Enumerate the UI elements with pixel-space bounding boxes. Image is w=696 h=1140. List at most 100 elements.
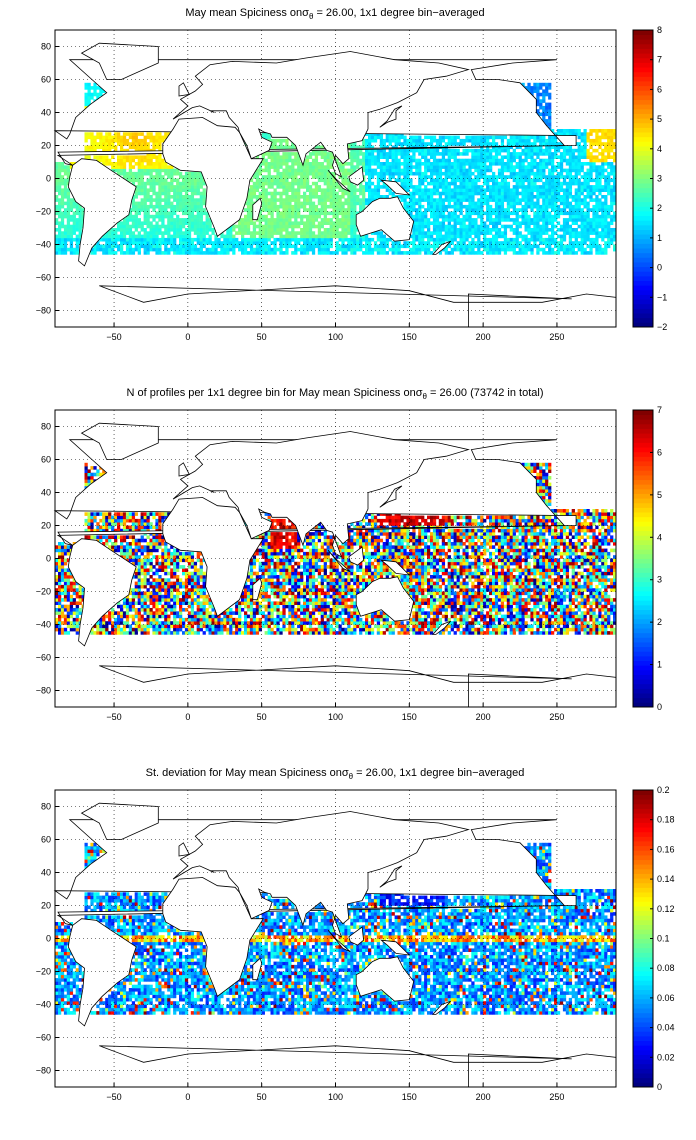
colorbar-tick-label: 5 bbox=[657, 490, 662, 500]
colorbar-step bbox=[633, 817, 653, 823]
colorbar-step bbox=[633, 178, 653, 184]
colorbar-step bbox=[633, 410, 653, 416]
colorbar-step bbox=[633, 1040, 653, 1046]
colorbar-step bbox=[633, 146, 653, 152]
colorbar-step bbox=[633, 998, 653, 1004]
colorbar-step bbox=[633, 586, 653, 592]
colorbar-step bbox=[633, 313, 653, 319]
colorbar-step bbox=[633, 62, 653, 68]
y-tick-label: 80 bbox=[41, 802, 51, 812]
colorbar-step bbox=[633, 882, 653, 888]
colorbar-tick-label: 8 bbox=[657, 25, 662, 35]
colorbar-step bbox=[633, 280, 653, 286]
colorbar-tick-label: 0.12 bbox=[657, 904, 675, 914]
x-tick-label: 250 bbox=[549, 712, 564, 722]
colorbar-tick-label: 0.14 bbox=[657, 874, 675, 884]
colorbar-step bbox=[633, 1073, 653, 1079]
colorbar-tick-label: 0 bbox=[657, 702, 662, 712]
spiciness-mean-chart: −50 0 50 100 150 200 250806040200−20−40−60−808… bbox=[36, 25, 668, 342]
colorbar-step bbox=[633, 275, 653, 281]
colorbar-step bbox=[633, 229, 653, 235]
colorbar-step bbox=[633, 90, 653, 96]
grid-lines bbox=[55, 790, 616, 1087]
x-tick-label: 0 bbox=[185, 1092, 190, 1102]
colorbar-step bbox=[633, 530, 653, 536]
colorbar-step bbox=[633, 220, 653, 226]
colorbar-step bbox=[633, 498, 653, 504]
x-tick-label: 0 bbox=[185, 712, 190, 722]
colorbar-step bbox=[633, 1031, 653, 1037]
colorbar-step bbox=[633, 933, 653, 939]
colorbar-step bbox=[633, 924, 653, 930]
colorbar-step bbox=[633, 187, 653, 193]
colorbar-step bbox=[633, 521, 653, 527]
colorbar-step bbox=[633, 1077, 653, 1083]
y-tick-label: −60 bbox=[36, 1033, 51, 1043]
colorbar-step bbox=[633, 234, 653, 240]
colorbar-step bbox=[633, 76, 653, 82]
colorbar-step bbox=[633, 1045, 653, 1051]
y-tick-label: 60 bbox=[41, 455, 51, 465]
grid-lines bbox=[55, 410, 616, 707]
colorbar-step bbox=[633, 141, 653, 147]
colorbar-step bbox=[633, 1054, 653, 1060]
colorbar-step bbox=[633, 285, 653, 291]
colorbar-step bbox=[633, 1017, 653, 1023]
colorbar-step bbox=[633, 697, 653, 703]
profile-count-chart: −50 0 50 100 150 200 250806040200−20−40−60−807… bbox=[36, 405, 662, 722]
spiciness-mean-panel: May mean Spiciness onσθ = 26.00, 1x1 deg… bbox=[0, 0, 696, 380]
colorbar-step bbox=[633, 1063, 653, 1069]
grid-lines bbox=[55, 30, 616, 327]
y-tick-label: 40 bbox=[41, 108, 51, 118]
x-tick-label: 50 bbox=[257, 332, 267, 342]
y-tick-label: 20 bbox=[41, 901, 51, 911]
colorbar-step bbox=[633, 549, 653, 555]
x-tick-label: 200 bbox=[476, 1092, 491, 1102]
colorbar-step bbox=[633, 655, 653, 661]
colorbar-tick-label: 1 bbox=[657, 233, 662, 243]
colorbar-tick-label: 0.1 bbox=[657, 934, 670, 944]
y-tick-label: 20 bbox=[41, 141, 51, 151]
colorbar-step bbox=[633, 632, 653, 638]
colorbar-step bbox=[633, 437, 653, 443]
heatmap-cells bbox=[55, 842, 617, 1015]
colorbar-step bbox=[633, 113, 653, 119]
y-tick-label: −80 bbox=[36, 306, 51, 316]
colorbar-step bbox=[633, 43, 653, 49]
y-tick-label: −80 bbox=[36, 686, 51, 696]
colorbar-step bbox=[633, 929, 653, 935]
colorbar-step bbox=[633, 581, 653, 587]
colorbar-step bbox=[633, 799, 653, 805]
colorbar-step bbox=[633, 423, 653, 429]
colorbar-step bbox=[633, 590, 653, 597]
colorbar-step bbox=[633, 197, 653, 203]
colorbar-step bbox=[633, 623, 653, 629]
colorbar-step bbox=[633, 516, 653, 522]
colorbar-tick-label: 0.06 bbox=[657, 993, 675, 1003]
x-tick-label: 150 bbox=[402, 712, 417, 722]
colorbar-step bbox=[633, 164, 653, 170]
colorbar-step bbox=[633, 803, 653, 809]
colorbar-step bbox=[633, 132, 653, 138]
y-tick-label: 60 bbox=[41, 835, 51, 845]
colorbar-tick-label: 4 bbox=[657, 532, 662, 542]
colorbar-tick-label: 0.08 bbox=[657, 963, 675, 973]
x-tick-label: 150 bbox=[402, 1092, 417, 1102]
colorbar-step bbox=[633, 433, 653, 439]
colorbar-step bbox=[633, 609, 653, 615]
colorbar-step bbox=[633, 975, 653, 981]
colorbar-step bbox=[633, 150, 653, 156]
colorbar-step bbox=[633, 989, 653, 995]
chart-title: N of profiles per 1x1 degree bin for May… bbox=[126, 387, 544, 402]
colorbar-step bbox=[633, 94, 653, 101]
colorbar-step bbox=[633, 702, 653, 708]
colorbar-step bbox=[633, 479, 653, 485]
colorbar-step bbox=[633, 243, 653, 249]
colorbar-step bbox=[633, 790, 653, 796]
colorbar-step bbox=[633, 67, 653, 73]
colorbar-step bbox=[633, 864, 653, 870]
colorbar-step bbox=[633, 966, 653, 972]
colorbar-step bbox=[633, 461, 653, 467]
x-tick-label: −50 bbox=[106, 712, 121, 722]
colorbar-step bbox=[633, 535, 653, 541]
